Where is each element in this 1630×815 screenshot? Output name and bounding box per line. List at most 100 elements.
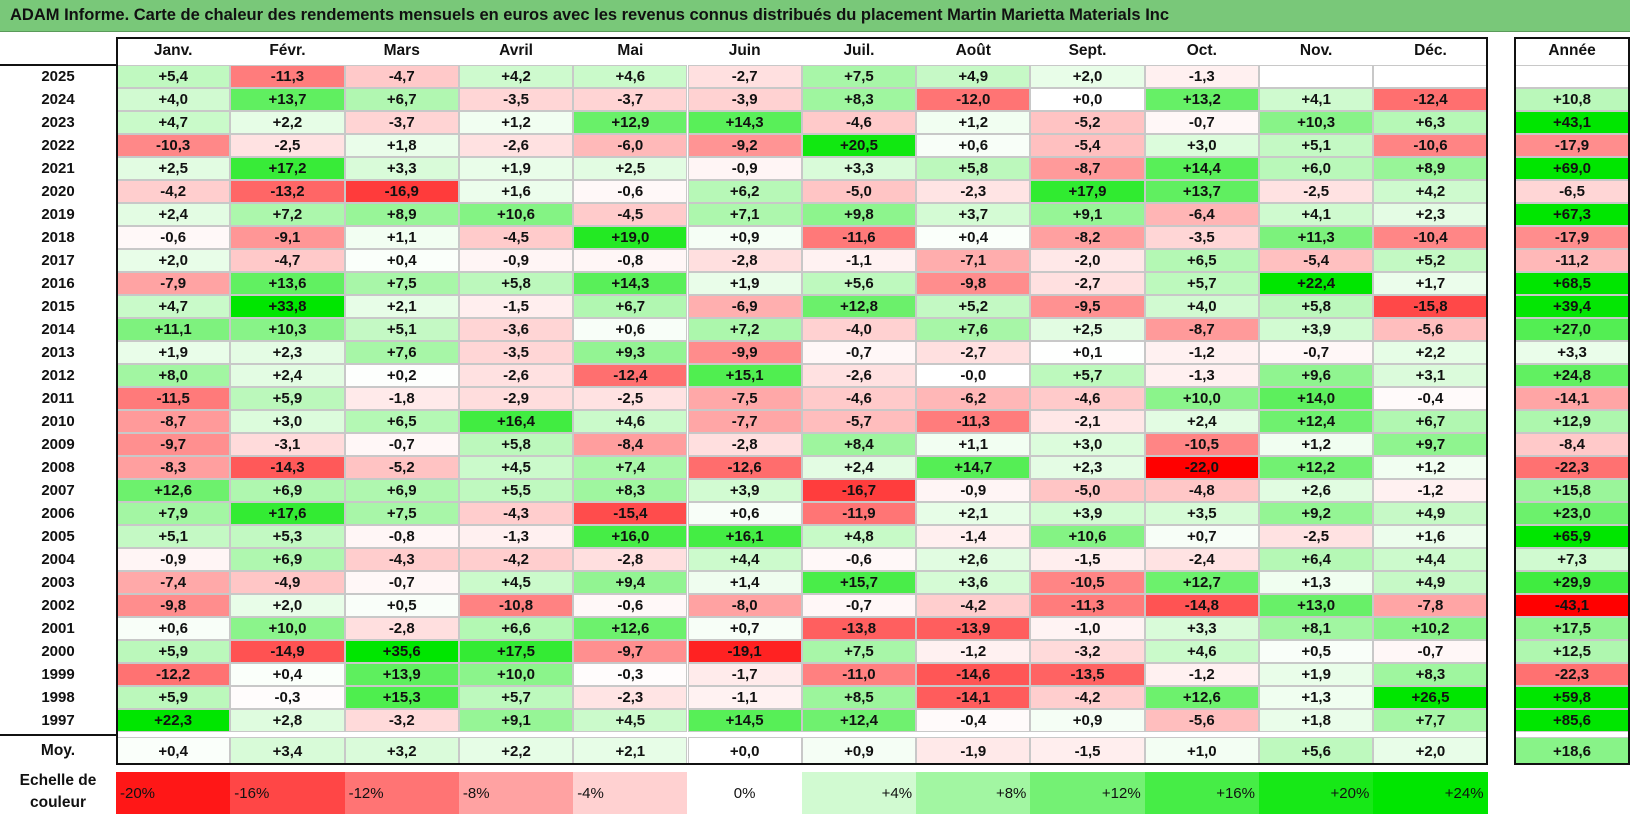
heatmap-cell: -1,2 [1373, 479, 1488, 502]
heatmap-cell: +5,9 [230, 387, 345, 410]
row-year-label: 2020 [0, 180, 116, 203]
heatmap-cell: +12,8 [801, 295, 917, 318]
scale-swatch: -20% [116, 772, 231, 814]
heatmap-cell: -4,8 [1144, 479, 1259, 502]
annual-cell: -22,3 [1514, 663, 1630, 686]
row-year-label: 2016 [0, 272, 116, 295]
heatmap-cell: -8,7 [1144, 318, 1259, 341]
heatmap-cell: -9,9 [687, 341, 802, 364]
heatmap-cell: -4,5 [458, 226, 574, 249]
heatmap-cell: -0,9 [687, 157, 802, 180]
heatmap-cell: -5,4 [1259, 249, 1374, 272]
heatmap-cell: -9,1 [230, 226, 345, 249]
heatmap-cell: -1,5 [458, 295, 574, 318]
heatmap-cell: +9,4 [573, 571, 688, 594]
heatmap-cell: +8,0 [116, 364, 231, 387]
heatmap-cell: +3,1 [1373, 364, 1488, 387]
heatmap-cell: -8,4 [573, 433, 688, 456]
heatmap-cell: -0,6 [801, 548, 917, 571]
heatmap-cell: +0,2 [344, 364, 459, 387]
heatmap-cell: -0,7 [1144, 111, 1259, 134]
heatmap-cell: -3,1 [230, 433, 345, 456]
heatmap-cell: +14,4 [1144, 157, 1259, 180]
heatmap-cell: -5,2 [344, 456, 459, 479]
heatmap-cell: -2,8 [687, 249, 802, 272]
heatmap-cell: +5,2 [1373, 249, 1488, 272]
heatmap-cell: -7,4 [116, 571, 231, 594]
heatmap-cell: +8,4 [801, 433, 917, 456]
heatmap-cell: -4,6 [801, 387, 917, 410]
row-year-label: 2003 [0, 571, 116, 594]
heatmap-cell: -4,2 [916, 594, 1031, 617]
annual-cell: -17,9 [1514, 134, 1630, 157]
heatmap-cell: -2,5 [230, 134, 345, 157]
heatmap-cell: +4,1 [1259, 88, 1374, 111]
heatmap-cell: -4,6 [801, 111, 917, 134]
scale-swatch: +20% [1259, 772, 1374, 814]
heatmap-cell: -8,3 [116, 456, 231, 479]
heatmap-cell: +1,2 [1373, 456, 1488, 479]
heatmap-cell: -2,6 [801, 364, 917, 387]
heatmap-cell: +10,3 [230, 318, 345, 341]
heatmap-cell: -2,8 [687, 433, 802, 456]
heatmap-cell: +0,4 [916, 226, 1031, 249]
heatmap-cell: +2,8 [230, 709, 345, 732]
heatmap-cell: +2,6 [1259, 479, 1374, 502]
heatmap-cell: -4,3 [344, 548, 459, 571]
heatmap-cell: -3,7 [344, 111, 459, 134]
heatmap-cell: +0,9 [1030, 709, 1145, 732]
heatmap-cell: +1,3 [1259, 571, 1374, 594]
month-header: Oct. [1144, 37, 1259, 65]
heatmap-cell: -2,8 [573, 548, 688, 571]
annual-cell: -22,3 [1514, 456, 1630, 479]
heatmap-cell: +1,9 [116, 341, 231, 364]
heatmap-cell: -12,2 [116, 663, 231, 686]
heatmap-cell: +5,7 [1144, 272, 1259, 295]
heatmap-cell: +2,5 [116, 157, 231, 180]
heatmap-cell: +4,0 [1144, 295, 1259, 318]
row-year-label: 2007 [0, 479, 116, 502]
heatmap-cell: +1,2 [1259, 433, 1374, 456]
heatmap-cell: +0,6 [916, 134, 1031, 157]
heatmap-cell: +4,4 [1373, 548, 1488, 571]
heatmap-cell: +10,6 [458, 203, 574, 226]
heatmap-cell: +15,7 [801, 571, 917, 594]
row-year-label: 2010 [0, 410, 116, 433]
heatmap-cell: -4,7 [230, 249, 345, 272]
heatmap-cell: +7,6 [344, 341, 459, 364]
heatmap-cell: -4,5 [573, 203, 688, 226]
month-header: Nov. [1259, 37, 1374, 65]
scale-swatch: -16% [230, 772, 345, 814]
heatmap-cell: +14,0 [1259, 387, 1374, 410]
heatmap-cell: -2,9 [458, 387, 574, 410]
heatmap-cell: +3,9 [1030, 502, 1145, 525]
heatmap-cell: +3,3 [1144, 617, 1259, 640]
heatmap-cell: +5,9 [116, 640, 231, 663]
heatmap-cell: +22,3 [116, 709, 231, 732]
annual-cell: +59,8 [1514, 686, 1630, 709]
heatmap-cell: +0,7 [687, 617, 802, 640]
heatmap-cell: +3,5 [1144, 502, 1259, 525]
average-annual-cell: +18,6 [1514, 737, 1630, 765]
heatmap-cell: +4,5 [573, 709, 688, 732]
heatmap-cell: +11,3 [1259, 226, 1374, 249]
annual-cell: +67,3 [1514, 203, 1630, 226]
heatmap-cell: -0,4 [1373, 387, 1488, 410]
average-cell: +0,4 [116, 737, 231, 765]
average-divider [0, 734, 116, 736]
heatmap-cell: -1,8 [344, 387, 459, 410]
heatmap-cell: +17,6 [230, 502, 345, 525]
heatmap-cell: -5,2 [1030, 111, 1145, 134]
heatmap-cell: +2,3 [230, 341, 345, 364]
heatmap-cell: -0,6 [573, 594, 688, 617]
heatmap-cell: -14,8 [1144, 594, 1259, 617]
heatmap-cell: -4,0 [801, 318, 917, 341]
heatmap-cell: -0,9 [458, 249, 574, 272]
heatmap-cell: -4,2 [1030, 686, 1145, 709]
heatmap-cell: +9,1 [458, 709, 574, 732]
annual-cell: +43,1 [1514, 111, 1630, 134]
annual-cell: +3,3 [1514, 341, 1630, 364]
heatmap-cell: -7,5 [687, 387, 802, 410]
heatmap-cell: +6,0 [1259, 157, 1374, 180]
heatmap-cell: +1,1 [344, 226, 459, 249]
